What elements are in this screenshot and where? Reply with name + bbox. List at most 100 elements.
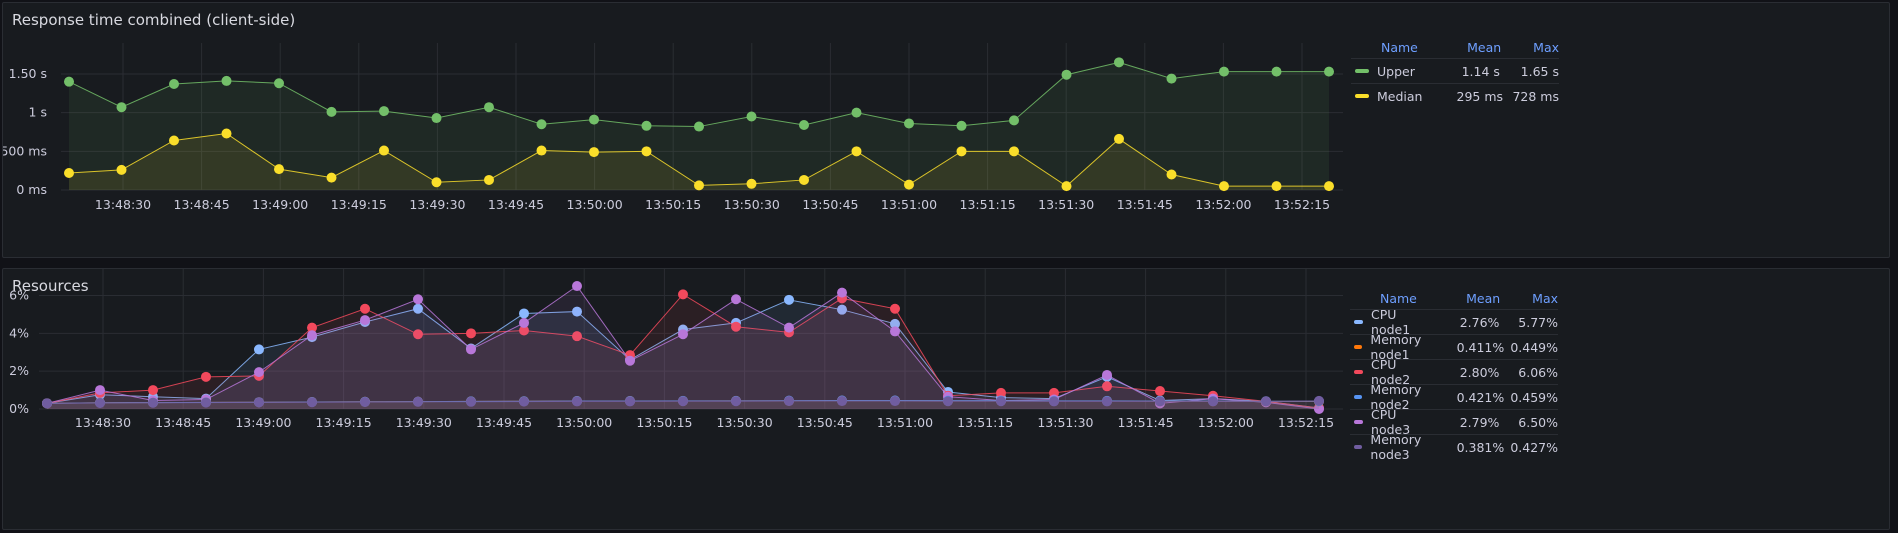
legend-header-max[interactable]: Max xyxy=(1532,290,1558,306)
data-point[interactable] xyxy=(572,331,582,342)
data-point[interactable] xyxy=(466,328,476,339)
data-point[interactable] xyxy=(890,318,900,329)
data-point[interactable] xyxy=(837,304,847,315)
data-point[interactable] xyxy=(1061,181,1072,192)
legend-header-mean[interactable]: Mean xyxy=(1467,39,1502,55)
data-point[interactable] xyxy=(254,367,264,378)
legend-row[interactable]: Memory node3 0.381% 0.427% xyxy=(1350,432,1558,462)
data-point[interactable] xyxy=(466,344,476,355)
data-point[interactable] xyxy=(996,387,1006,398)
data-point[interactable] xyxy=(1155,386,1165,397)
data-point[interactable] xyxy=(326,106,337,117)
data-point[interactable] xyxy=(572,306,582,317)
legend-series-name[interactable]: CPU node2 xyxy=(1350,357,1415,387)
data-point[interactable] xyxy=(519,317,529,328)
data-point[interactable] xyxy=(274,78,284,89)
data-point[interactable] xyxy=(431,113,442,124)
data-point[interactable] xyxy=(379,145,389,156)
data-point[interactable] xyxy=(890,326,900,337)
data-point[interactable] xyxy=(1102,369,1112,380)
data-point[interactable] xyxy=(1166,73,1177,84)
data-point[interactable] xyxy=(519,325,529,336)
data-point[interactable] xyxy=(1324,66,1334,77)
data-point[interactable] xyxy=(201,371,211,382)
data-point[interactable] xyxy=(169,79,179,90)
legend-row[interactable]: CPU node2 2.80% 6.06% xyxy=(1350,357,1558,387)
data-point[interactable] xyxy=(42,398,52,409)
data-point[interactable] xyxy=(694,180,704,191)
data-point[interactable] xyxy=(784,322,794,333)
data-point[interactable] xyxy=(784,294,794,305)
data-point[interactable] xyxy=(1261,396,1271,407)
data-point[interactable] xyxy=(536,119,547,130)
data-point[interactable] xyxy=(431,177,442,188)
data-point[interactable] xyxy=(307,397,317,408)
data-point[interactable] xyxy=(572,281,582,292)
data-point[interactable] xyxy=(360,303,370,314)
data-point[interactable] xyxy=(625,355,635,366)
data-point[interactable] xyxy=(201,397,211,408)
data-point[interactable] xyxy=(148,385,158,396)
data-point[interactable] xyxy=(641,146,652,157)
data-point[interactable] xyxy=(484,102,494,113)
data-point[interactable] xyxy=(799,174,809,185)
data-point[interactable] xyxy=(731,294,741,305)
legend-series-name[interactable]: CPU node1 xyxy=(1350,307,1415,337)
data-point[interactable] xyxy=(254,397,264,408)
data-point[interactable] xyxy=(148,397,158,408)
data-point[interactable] xyxy=(678,289,688,300)
legend-header-name[interactable]: Name xyxy=(1380,290,1417,306)
legend-row[interactable]: Upper 1.14 s 1.65 s xyxy=(1351,58,1559,83)
data-point[interactable] xyxy=(1009,146,1019,157)
data-point[interactable] xyxy=(221,128,232,139)
response-time-chart[interactable]: 0 ms 500 ms 1 s 1.50 s 13:48:30 13:48:45 13:49… xyxy=(3,3,1891,259)
legend-series-name[interactable]: CPU node3 xyxy=(1350,407,1415,437)
data-point[interactable] xyxy=(851,107,862,118)
legend-header-mean[interactable]: Mean xyxy=(1466,290,1501,306)
data-point[interactable] xyxy=(996,396,1006,407)
data-point[interactable] xyxy=(221,75,232,86)
data-point[interactable] xyxy=(641,120,652,131)
data-point[interactable] xyxy=(589,147,599,158)
data-point[interactable] xyxy=(890,396,900,407)
data-point[interactable] xyxy=(784,396,794,407)
data-point[interactable] xyxy=(678,396,688,407)
data-point[interactable] xyxy=(519,396,529,407)
data-point[interactable] xyxy=(1271,66,1282,77)
data-point[interactable] xyxy=(1155,396,1165,407)
data-point[interactable] xyxy=(1219,181,1229,192)
data-point[interactable] xyxy=(64,76,74,87)
legend-row[interactable]: Memory node2 0.421% 0.459% xyxy=(1350,382,1558,412)
data-point[interactable] xyxy=(1114,57,1124,68)
data-point[interactable] xyxy=(484,174,494,185)
data-point[interactable] xyxy=(379,106,389,117)
data-point[interactable] xyxy=(572,396,582,407)
data-point[interactable] xyxy=(746,111,757,122)
data-point[interactable] xyxy=(326,172,337,183)
resources-chart[interactable]: 0% 2% 4% 6% 13:48:30 13:48:45 13:49:00 13:49:15… xyxy=(3,269,1891,531)
legend-series-name[interactable]: Memory node1 xyxy=(1350,332,1427,362)
legend-header-max[interactable]: Max xyxy=(1533,39,1559,55)
data-point[interactable] xyxy=(1102,381,1112,392)
data-point[interactable] xyxy=(116,102,127,113)
legend-row[interactable]: Median 295 ms 728 ms xyxy=(1351,83,1559,108)
data-point[interactable] xyxy=(360,315,370,326)
data-point[interactable] xyxy=(254,344,264,355)
data-point[interactable] xyxy=(1208,396,1218,407)
data-point[interactable] xyxy=(890,303,900,314)
legend-row[interactable]: CPU node1 2.76% 5.77% xyxy=(1350,307,1558,337)
data-point[interactable] xyxy=(904,118,914,129)
data-point[interactable] xyxy=(904,179,914,190)
data-point[interactable] xyxy=(1166,169,1177,180)
data-point[interactable] xyxy=(536,145,547,156)
data-point[interactable] xyxy=(837,287,847,298)
data-point[interactable] xyxy=(1324,181,1334,192)
data-point[interactable] xyxy=(413,294,423,305)
data-point[interactable] xyxy=(95,397,105,408)
data-point[interactable] xyxy=(799,120,809,131)
data-point[interactable] xyxy=(731,396,741,407)
data-point[interactable] xyxy=(274,164,284,175)
data-point[interactable] xyxy=(1114,133,1124,144)
data-point[interactable] xyxy=(694,121,704,132)
legend-series-name[interactable]: Memory node2 xyxy=(1350,382,1427,412)
